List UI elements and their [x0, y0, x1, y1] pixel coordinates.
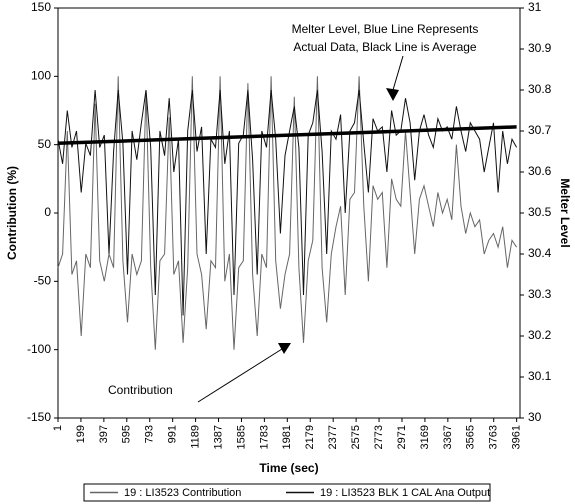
y2-tick-label: 30.8	[528, 82, 552, 96]
x-tick-label: 1189	[189, 425, 201, 449]
x-tick-label: 1585	[235, 425, 247, 449]
y-tick-label: 50	[38, 137, 52, 151]
x-tick-label: 3961	[511, 425, 523, 449]
y-tick-label: -50	[34, 274, 52, 288]
legend-label: 19 : LI3523 Contribution	[124, 487, 241, 499]
arrow-head	[386, 88, 399, 101]
series-line	[57, 76, 518, 350]
y2-tick-label: 30.4	[528, 246, 552, 260]
y2-tick-label: 30.6	[528, 164, 552, 178]
x-tick-label: 3169	[419, 425, 431, 449]
y2-tick-label: 30.3	[528, 287, 552, 301]
annotation: Contribution	[108, 383, 173, 397]
x-tick-label: 199	[75, 425, 87, 443]
x-tick-label: 3763	[488, 425, 500, 449]
series-line	[57, 89, 518, 316]
y-tick-label: -150	[27, 410, 51, 424]
x-tick-label: 1387	[212, 425, 224, 449]
annotation: Melter Level, Blue Line Represents	[292, 22, 479, 36]
y2-tick-label: 30.7	[528, 123, 552, 137]
x-tick-label: 2377	[327, 425, 339, 449]
y2-tick-label: 30	[528, 410, 542, 424]
x-tick-label: 2575	[350, 425, 362, 449]
x-tick-label: 397	[98, 425, 110, 443]
arrow-head	[278, 343, 291, 354]
x-tick-label: 793	[144, 425, 156, 443]
y-tick-label: 100	[31, 69, 51, 83]
x-tick-label: 2971	[396, 425, 408, 449]
y2-tick-label: 30.9	[528, 41, 552, 55]
x-tick-label: 2773	[373, 425, 385, 449]
y2-tick-label: 31	[528, 0, 542, 14]
x-tick-label: 991	[167, 425, 179, 443]
y-axis-title: Contribution (%)	[5, 166, 19, 260]
y-tick-label: -100	[27, 342, 51, 356]
annotation: Actual Data, Black Line is Average	[293, 40, 477, 54]
x-tick-label: 1783	[258, 425, 270, 449]
legend-label: 19 : LI3523 BLK 1 CAL Ana Output	[320, 487, 490, 499]
y2-axis-title: Melter Level	[558, 178, 572, 247]
series-line	[57, 125, 517, 146]
arrow	[197, 348, 283, 403]
x-tick-label: 1981	[281, 425, 293, 449]
y2-tick-label: 30.1	[528, 369, 552, 383]
x-tick-label: 1	[52, 425, 64, 431]
x-axis-title: Time (sec)	[259, 461, 318, 475]
y2-tick-label: 30.2	[528, 328, 552, 342]
x-tick-label: 595	[121, 425, 133, 443]
x-tick-label: 3565	[465, 425, 477, 449]
y-tick-label: 0	[44, 205, 51, 219]
x-tick-label: 3367	[442, 425, 454, 449]
arrow	[392, 55, 404, 91]
y-tick-label: 150	[31, 0, 51, 14]
x-tick-label: 2179	[304, 425, 316, 449]
y2-tick-label: 30.5	[528, 205, 552, 219]
